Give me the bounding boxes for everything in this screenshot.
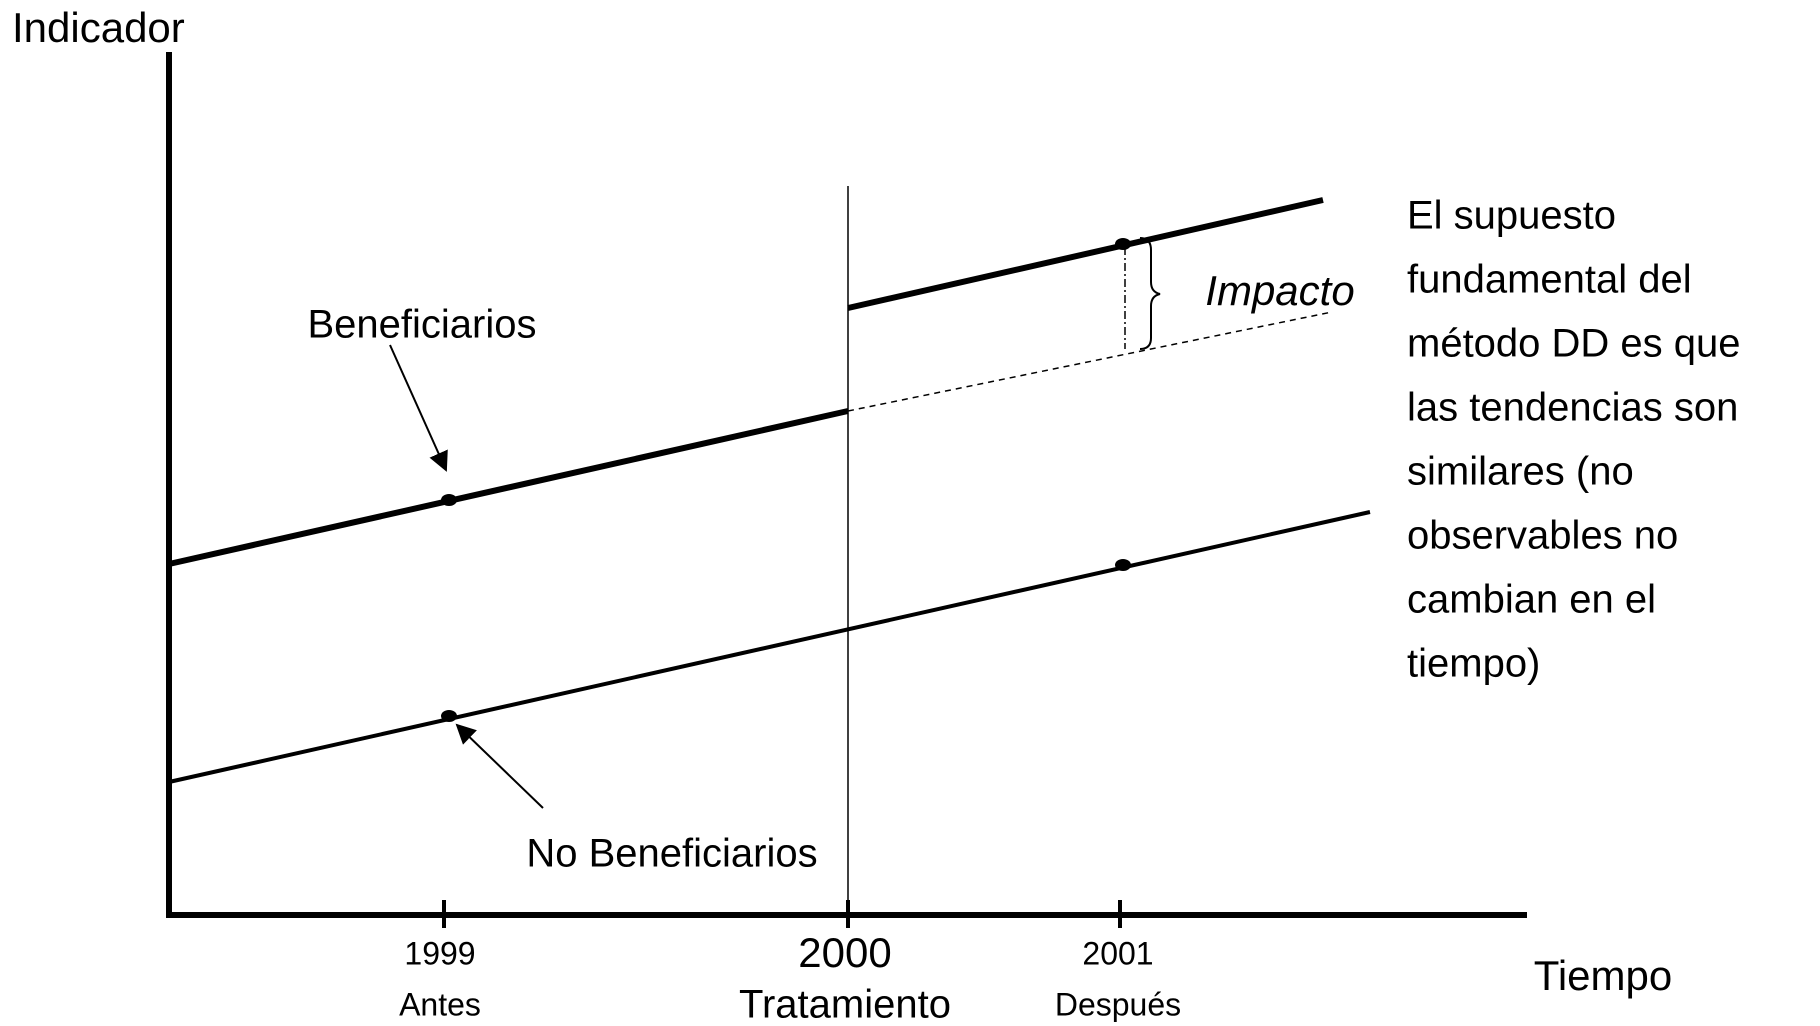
tick-phase: Antes [399, 986, 481, 1022]
point [441, 710, 457, 722]
tick-year: 2000 [798, 929, 891, 976]
point [1115, 559, 1131, 571]
tick-year: 1999 [404, 935, 475, 971]
note-line: tiempo) [1407, 642, 1540, 686]
impact-brace [1139, 237, 1161, 350]
treated-after-line [847, 197, 1324, 311]
note-line: El supuesto [1407, 194, 1616, 238]
control-line [168, 510, 1371, 784]
tick-phase: Después [1055, 986, 1181, 1022]
arrow [389, 344, 448, 472]
point [1115, 238, 1131, 250]
counterfactual-line [847, 311, 1333, 412]
note-line: fundamental del [1407, 258, 1692, 302]
note-line: las tendencias son [1407, 386, 1738, 430]
arrow [455, 723, 544, 809]
note-line: observables no [1407, 514, 1678, 558]
note: El supuesto fundamental del método DD es q… [1407, 194, 1741, 686]
tick-year: 2001 [1082, 935, 1153, 971]
note-line: cambian en el [1407, 578, 1656, 622]
series-label: Beneficiarios [307, 303, 536, 347]
note-line: método DD es que [1407, 322, 1741, 366]
y-axis-label: Indicador [12, 4, 185, 51]
point [441, 494, 457, 506]
treated-before-line [168, 408, 849, 567]
impact-label: Impacto [1205, 267, 1354, 314]
x-axis-label: Tiempo [1534, 952, 1673, 999]
note-line: similares (no [1407, 450, 1634, 494]
tick-phase: Tratamiento [739, 983, 951, 1026]
series-label: No Beneficiarios [526, 832, 817, 876]
